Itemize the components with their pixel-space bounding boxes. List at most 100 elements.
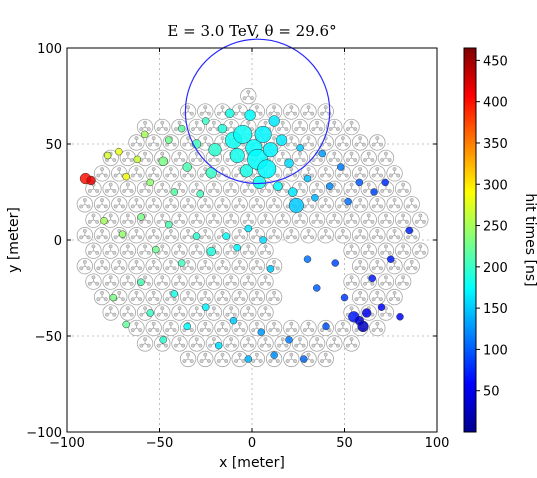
station	[403, 257, 420, 275]
station	[85, 211, 102, 228]
station	[93, 257, 111, 275]
station	[257, 211, 274, 228]
station	[197, 350, 214, 368]
station	[412, 242, 429, 259]
station	[326, 118, 343, 136]
station	[111, 288, 128, 306]
hit-marker	[109, 293, 117, 302]
station	[222, 180, 240, 198]
x-tick-label: 100	[425, 436, 450, 451]
station	[257, 242, 274, 259]
hit-marker	[206, 246, 217, 257]
station	[291, 118, 309, 136]
station	[300, 103, 317, 120]
station	[300, 227, 317, 244]
station	[128, 134, 145, 151]
y-tick-label: 100	[37, 42, 62, 57]
station	[171, 149, 188, 167]
hit-marker	[270, 351, 278, 359]
station	[128, 257, 145, 275]
hit-marker	[233, 243, 241, 252]
hit-marker	[244, 224, 253, 233]
hit-marker	[140, 130, 149, 139]
station	[317, 350, 334, 368]
hit-marker	[177, 124, 186, 133]
station	[154, 118, 171, 136]
station	[231, 288, 248, 306]
station	[351, 288, 369, 306]
colorbar-label: hit times [ns]	[522, 193, 537, 286]
hit-marker	[257, 328, 265, 336]
colorbar-tick-label: 150	[483, 302, 508, 317]
y-tick-label: −100	[26, 426, 62, 441]
station	[240, 87, 257, 105]
hit-marker	[244, 109, 256, 121]
hit-marker	[146, 178, 154, 187]
station	[265, 288, 283, 306]
station	[257, 273, 274, 290]
station	[283, 165, 300, 182]
station	[119, 180, 137, 198]
station	[222, 273, 240, 290]
station	[102, 304, 119, 321]
hit-marker	[381, 178, 389, 187]
colorbar-tick-label: 50	[483, 385, 500, 400]
station	[343, 242, 360, 259]
station	[214, 165, 231, 182]
hit-marker	[229, 147, 245, 164]
station	[162, 257, 180, 275]
colorbar-ticks: 50 100 150 200 250 300 350 400 450	[476, 54, 508, 400]
hit-marker	[331, 259, 339, 267]
hit-marker	[325, 182, 334, 190]
hit-marker	[133, 155, 142, 164]
hit-marker	[368, 274, 376, 283]
station	[283, 134, 300, 151]
hit-marker	[196, 190, 204, 198]
hit-marker	[146, 309, 154, 317]
station	[308, 180, 326, 198]
chart-title: E = 3.0 TeV, θ = 29.6°	[167, 22, 336, 40]
station	[265, 319, 283, 337]
station	[179, 288, 197, 306]
station	[128, 165, 145, 182]
station	[343, 273, 360, 290]
station	[119, 242, 137, 259]
station	[300, 134, 317, 151]
station	[171, 273, 188, 290]
hit-marker	[357, 320, 369, 333]
station	[119, 211, 137, 228]
station	[222, 211, 240, 228]
hit-marker	[318, 149, 327, 158]
station	[412, 211, 429, 228]
station	[197, 196, 214, 213]
hit-marker	[192, 232, 201, 240]
y-axis-label: y [meter]	[6, 207, 22, 273]
station	[197, 257, 214, 275]
station	[308, 335, 326, 352]
colorbar-tick-label: 200	[483, 261, 508, 276]
hit-marker	[233, 124, 253, 144]
station	[188, 335, 205, 352]
station	[145, 288, 162, 306]
hit-marker	[225, 108, 235, 118]
station	[93, 165, 111, 182]
hit-markers	[79, 108, 413, 363]
station	[154, 304, 171, 321]
station	[257, 304, 274, 321]
x-tick-label: 50	[336, 436, 353, 451]
station	[386, 196, 403, 213]
station	[360, 242, 377, 259]
station	[394, 180, 412, 198]
station	[248, 257, 266, 275]
hit-marker	[377, 303, 386, 311]
station	[119, 273, 137, 290]
station	[300, 319, 317, 337]
station	[377, 149, 395, 167]
colorbar-tick-label: 400	[483, 96, 508, 111]
station	[386, 227, 403, 244]
colorbar-tick-label: 250	[483, 220, 508, 235]
station	[369, 319, 386, 337]
station	[369, 257, 386, 275]
station	[377, 211, 395, 228]
hit-marker	[122, 172, 130, 181]
